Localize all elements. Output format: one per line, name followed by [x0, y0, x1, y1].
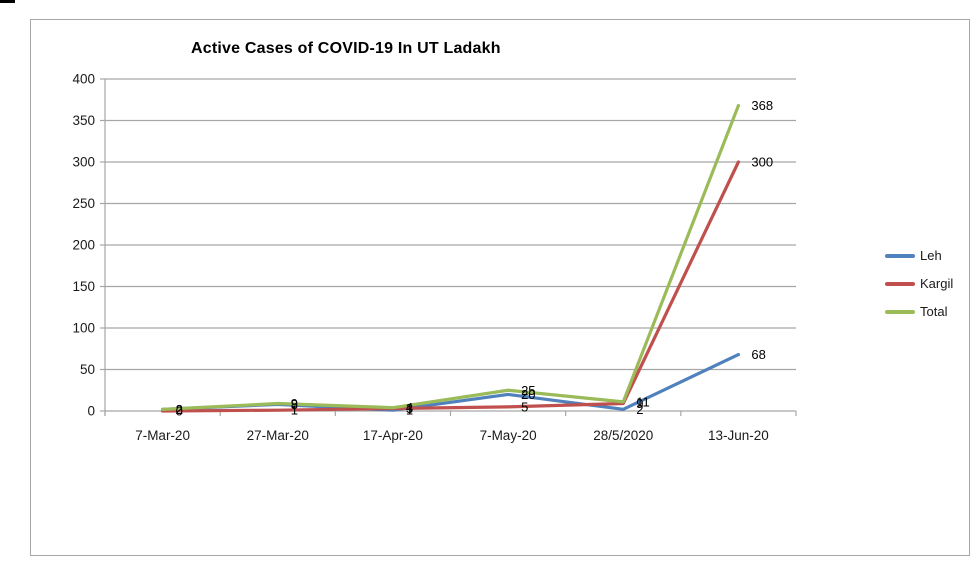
- y-axis-tick-label: 0: [87, 404, 95, 419]
- window-edge-artifact: [0, 0, 15, 3]
- x-axis-tick-label: 7-May-20: [480, 428, 537, 443]
- y-axis-tick-label: 300: [72, 155, 95, 170]
- legend-label: Total: [920, 304, 948, 319]
- data-label-leh: 2: [636, 402, 643, 417]
- y-axis-tick-label: 150: [72, 279, 95, 294]
- y-axis-tick-label: 100: [72, 321, 95, 336]
- legend-line-swatch: [885, 253, 915, 258]
- data-label-leh: 2: [176, 402, 183, 417]
- y-axis-tick-label: 250: [72, 196, 95, 211]
- chart-legend: Leh Kargil Total: [885, 248, 953, 319]
- legend-line-swatch: [885, 309, 915, 314]
- data-label-total: 11: [636, 394, 650, 409]
- legend-item-total: Total: [885, 304, 953, 319]
- series-line-kargil: [160, 160, 741, 413]
- legend-item-kargil: Kargil: [885, 276, 953, 291]
- y-axis-tick-label: 200: [72, 238, 95, 253]
- legend-label: Kargil: [920, 276, 954, 291]
- y-axis-tick-label: 400: [72, 72, 95, 87]
- x-axis-tick-label: 17-Apr-20: [363, 428, 423, 443]
- chart-title: Active Cases of COVID-19 In UT Ladakh: [191, 40, 501, 57]
- series-line-total: [160, 103, 741, 411]
- x-axis-tick-label: 27-Mar-20: [247, 428, 309, 443]
- legend-item-leh: Leh: [885, 248, 953, 263]
- data-label-leh: 68: [751, 347, 765, 362]
- y-axis-tick-label: 50: [80, 362, 95, 377]
- x-axis-tick-label: 13-Jun-20: [708, 428, 769, 443]
- data-label-leh: 8: [291, 397, 298, 412]
- series-line-leh: [160, 352, 741, 412]
- data-label-total: 25: [521, 383, 535, 398]
- data-label-kargil: 3: [406, 401, 413, 416]
- data-label-kargil: 9: [636, 396, 643, 411]
- data-label-kargil: 1: [291, 403, 298, 418]
- data-label-kargil: 5: [521, 399, 528, 414]
- data-label-total: 4: [406, 400, 413, 415]
- data-label-total: 368: [751, 98, 773, 113]
- legend-label: Leh: [920, 248, 942, 263]
- data-label-kargil: 0: [176, 404, 183, 419]
- data-label-leh: 20: [521, 387, 535, 402]
- y-axis-tick-label: 350: [72, 113, 95, 128]
- x-axis-tick-label: 7-Mar-20: [135, 428, 190, 443]
- data-label-leh: 1: [406, 403, 413, 418]
- chart-area: Active Cases of COVID-19 In UT Ladakh 0 5…: [30, 19, 970, 556]
- x-axis-tick-label: 28/5/2020: [593, 428, 653, 443]
- data-label-total: 9: [291, 396, 298, 411]
- data-label-total: 2: [176, 402, 183, 417]
- legend-line-swatch: [885, 281, 915, 286]
- data-label-kargil: 300: [751, 155, 773, 170]
